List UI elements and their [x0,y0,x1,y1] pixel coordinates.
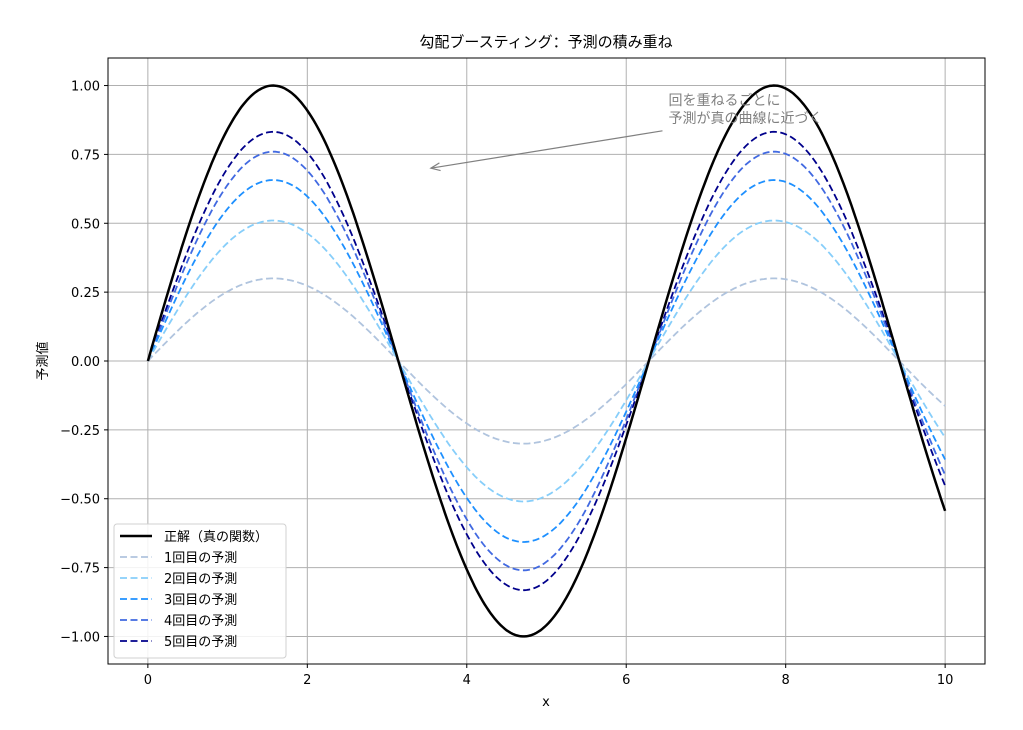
y-tick-label: 0.00 [71,355,100,370]
x-tick-label: 10 [937,673,954,688]
y-tick-label: −0.50 [60,493,100,508]
x-tick-label: 6 [622,673,630,688]
series-line [147,219,946,503]
ticks: 0 2 4 6 8 10 1.00 0.75 0.50 0.25 0.00 −0.25 −0.50 −0.… [60,80,953,688]
y-tick-label: 0.50 [71,217,100,232]
x-tick-label: 0 [144,673,152,688]
y-tick-label: 0.25 [71,286,100,301]
y-tick-label: 1.00 [71,80,100,95]
legend-label: 2回目の予測 [164,572,237,587]
x-tick-label: 8 [782,673,790,688]
series-group [146,84,947,638]
legend-label: 4回目の予測 [164,614,237,629]
legend-box [113,523,287,659]
y-tick-label: −0.25 [60,424,100,439]
legend: 正解（真の関数） 1回目の予測 2回目の予測 3回目の予測 4回目の予測 5回目の予測 [113,523,287,659]
legend-label: 1回目の予測 [164,551,237,566]
x-tick-label: 4 [463,673,471,688]
chart-title: 勾配ブースティング：予測の積み重ね [419,33,672,51]
x-axis-label: x [542,695,550,710]
series-line [147,179,946,543]
series-line [146,84,947,638]
series-line [147,130,946,592]
y-tick-label: 0.75 [71,148,100,163]
legend-label: 5回目の予測 [164,635,237,650]
y-tick-label: −1.00 [60,630,100,645]
grid [108,58,985,664]
annotation-text: 予測が真の曲線に近づく [668,111,822,127]
annotation-text: 回を重ねるごとに [668,93,780,109]
x-tick-label: 2 [303,673,311,688]
annotation-arrow [430,130,663,169]
arrow-head-icon [429,162,441,172]
legend-label: 3回目の予測 [164,593,237,608]
y-tick-label: −0.75 [60,562,100,577]
legend-label: 正解（真の関数） [164,530,268,545]
series-line [147,150,946,572]
series-line [147,277,946,445]
y-axis-label: 予測値 [35,341,51,380]
